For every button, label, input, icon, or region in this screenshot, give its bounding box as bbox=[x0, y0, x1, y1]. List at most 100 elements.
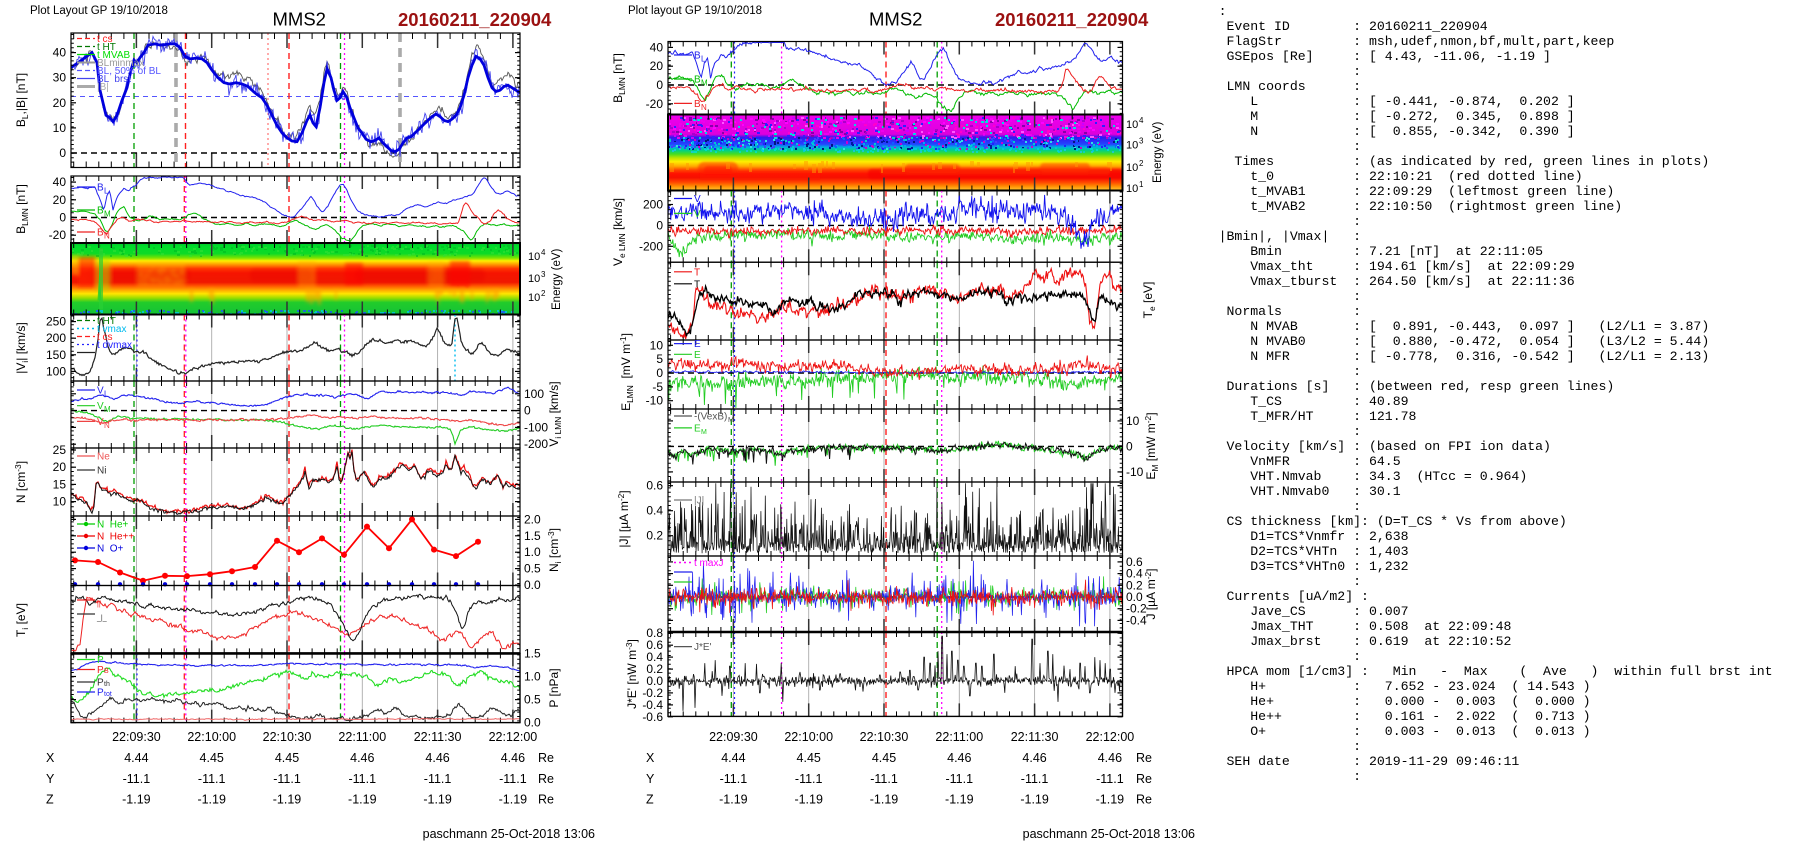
svg-text:X: X bbox=[46, 751, 55, 765]
svg-text:B: B bbox=[104, 668, 109, 675]
svg-text:-20: -20 bbox=[646, 97, 664, 111]
svg-text:-5: -5 bbox=[652, 380, 663, 394]
svg-text:B: B bbox=[694, 99, 701, 110]
svg-text:O+ : 0.003 - 0.01: O+ : 0.003 - 0.013 ( 0.013 ) bbox=[1219, 724, 1591, 739]
svg-text:CS thickness [km]: (D=T_CS * V: CS thickness [km]: (D=T_CS * Vs from abo… bbox=[1219, 514, 1567, 529]
svg-text:-0.2: -0.2 bbox=[642, 686, 663, 700]
svg-text:10: 10 bbox=[1126, 162, 1138, 174]
svg-text:22:12:00: 22:12:00 bbox=[1086, 730, 1135, 744]
svg-text:ELMN​ [mV m-1​]: ELMN​ [mV m-1​] bbox=[618, 333, 635, 411]
svg-text:N: N bbox=[104, 421, 110, 430]
svg-text:0.6: 0.6 bbox=[646, 638, 663, 652]
svg-text:H+ : 7.652 - 23.02: H+ : 7.652 - 23.024 ( 14.543 ) bbox=[1219, 679, 1591, 694]
svg-text:4: 4 bbox=[1139, 116, 1144, 125]
svg-text:V: V bbox=[97, 401, 104, 412]
svg-text:-11.1: -11.1 bbox=[349, 772, 377, 786]
svg-text:N O+: N O+ bbox=[97, 544, 124, 555]
svg-text:22:10:00: 22:10:00 bbox=[187, 730, 236, 744]
svg-text:15: 15 bbox=[53, 477, 67, 491]
svg-text:5: 5 bbox=[656, 352, 663, 366]
svg-text:D3=TCS*VHTn0 : 1,232: D3=TCS*VHTn0 : 1,232 bbox=[1219, 559, 1409, 574]
svg-text:N MFR : [ -0.778, 0.31: N MFR : [ -0.778, 0.316, -0.542 ] (L2/L1… bbox=[1219, 349, 1710, 364]
svg-text:E: E bbox=[694, 423, 701, 434]
svg-text:J*E': J*E' bbox=[694, 642, 712, 653]
svg-text:V: V bbox=[97, 417, 104, 428]
svg-text:0.2: 0.2 bbox=[1126, 578, 1143, 592]
svg-text:P: P bbox=[97, 688, 104, 699]
svg-text:VHT.Nmvab : 34.3 (HTcc = 0: VHT.Nmvab : 34.3 (HTcc = 0.964) bbox=[1219, 469, 1528, 484]
svg-text::: : bbox=[1219, 289, 1361, 304]
svg-text:-10: -10 bbox=[1126, 465, 1144, 479]
svg-text:E: E bbox=[694, 350, 701, 361]
svg-text:|B|: |B| bbox=[97, 82, 109, 93]
svg-text::: : bbox=[1219, 499, 1361, 514]
svg-text:0: 0 bbox=[656, 218, 663, 232]
svg-text:He++ : 0.161 - 2.02: He++ : 0.161 - 2.022 ( 0.713 ) bbox=[1219, 709, 1591, 724]
svg-text:-1.19: -1.19 bbox=[719, 793, 748, 807]
svg-text:X: X bbox=[646, 751, 655, 765]
svg-text:-11.1: -11.1 bbox=[198, 772, 226, 786]
svg-text:Normals :: Normals : bbox=[1219, 304, 1361, 319]
svg-text:22:11:30: 22:11:30 bbox=[1011, 730, 1059, 744]
svg-text:BLMN​ [nT]: BLMN​ [nT] bbox=[14, 184, 30, 234]
svg-text:Durations [s] : (between red: Durations [s] : (between red, resp green… bbox=[1219, 379, 1615, 394]
svg-text:Energy (eV): Energy (eV) bbox=[551, 248, 563, 310]
svg-text:20160211_220904: 20160211_220904 bbox=[995, 9, 1149, 30]
svg-text:t HT: t HT bbox=[97, 42, 116, 53]
svg-text:Re: Re bbox=[1136, 751, 1152, 765]
svg-text:-11.1: -11.1 bbox=[424, 772, 452, 786]
svg-text:0.2: 0.2 bbox=[646, 529, 663, 543]
svg-text:M : [ -0.272, 0.34: M : [ -0.272, 0.345, 0.898 ] bbox=[1219, 109, 1575, 124]
svg-text:10: 10 bbox=[528, 292, 540, 304]
svg-text:M: M bbox=[104, 405, 111, 414]
svg-text:0.2: 0.2 bbox=[646, 662, 663, 676]
svg-text:L: L bbox=[701, 55, 706, 64]
svg-text:20160211_220904: 20160211_220904 bbox=[398, 9, 552, 30]
svg-text:M: M bbox=[701, 79, 708, 88]
svg-text:N: N bbox=[104, 232, 110, 241]
svg-text:0.5: 0.5 bbox=[524, 562, 541, 576]
svg-text:20: 20 bbox=[53, 460, 67, 474]
svg-text:40: 40 bbox=[53, 46, 67, 60]
svg-text:Jave_CS : 0.007: Jave_CS : 0.007 bbox=[1219, 604, 1409, 619]
svg-text:T: T bbox=[694, 279, 700, 290]
svg-text:D2=TCS*VHTn : 1,403: D2=TCS*VHTn : 1,403 bbox=[1219, 544, 1409, 559]
svg-text:0.5: 0.5 bbox=[524, 693, 541, 707]
svg-text:-1.19: -1.19 bbox=[1096, 793, 1125, 807]
svg-text:t cs: t cs bbox=[97, 34, 113, 45]
svg-text:B: B bbox=[694, 75, 701, 86]
svg-text:4.46: 4.46 bbox=[1022, 751, 1046, 765]
svg-text:paschmann 25-Oct-2018 13:06: paschmann 25-Oct-2018 13:06 bbox=[423, 827, 595, 841]
svg-text:0: 0 bbox=[656, 78, 663, 92]
svg-text:Bmin : 7.21 [nT] at 2: Bmin : 7.21 [nT] at 22:11:05 bbox=[1219, 244, 1544, 259]
svg-text:20: 20 bbox=[53, 96, 67, 110]
svg-text:0.4: 0.4 bbox=[646, 504, 663, 518]
svg-text:|Vi​| [km/s]: |Vi​| [km/s] bbox=[14, 322, 30, 373]
svg-text:-11.1: -11.1 bbox=[946, 772, 974, 786]
svg-text:200: 200 bbox=[643, 198, 663, 212]
svg-text:T_CS : 40.89: T_CS : 40.89 bbox=[1219, 394, 1409, 409]
svg-text:1.0: 1.0 bbox=[524, 670, 541, 684]
svg-text:4.46: 4.46 bbox=[1098, 751, 1122, 765]
svg-text:Ne: Ne bbox=[97, 452, 110, 463]
svg-text:E: E bbox=[694, 339, 701, 350]
svg-text:Re: Re bbox=[538, 772, 554, 786]
svg-text::: : bbox=[1219, 739, 1361, 754]
svg-text:t_MVAB2 : 22:10:50 (righ: t_MVAB2 : 22:10:50 (rightmost green line… bbox=[1219, 199, 1623, 214]
svg-text:0.8: 0.8 bbox=[646, 626, 663, 640]
svg-text:4.44: 4.44 bbox=[721, 751, 745, 765]
svg-text:-11.1: -11.1 bbox=[1096, 772, 1124, 786]
svg-text:t MVAB: t MVAB bbox=[97, 50, 130, 61]
svg-text:-11.1: -11.1 bbox=[499, 772, 527, 786]
svg-text:-1.19: -1.19 bbox=[122, 793, 151, 807]
svg-text:4.45: 4.45 bbox=[797, 751, 821, 765]
svg-text:Currents [uA/m2] :: Currents [uA/m2] : bbox=[1219, 589, 1369, 604]
svg-text:1.5: 1.5 bbox=[524, 646, 541, 660]
svg-text:10: 10 bbox=[53, 495, 67, 509]
svg-text:0.0: 0.0 bbox=[1126, 590, 1143, 604]
svg-text:t HT: t HT bbox=[97, 316, 116, 327]
svg-text:|Bmin|, |Vmax| :: |Bmin|, |Vmax| : bbox=[1219, 229, 1361, 244]
svg-text:-200: -200 bbox=[524, 437, 548, 451]
svg-text:4.45: 4.45 bbox=[872, 751, 896, 765]
svg-text:-11.1: -11.1 bbox=[273, 772, 301, 786]
